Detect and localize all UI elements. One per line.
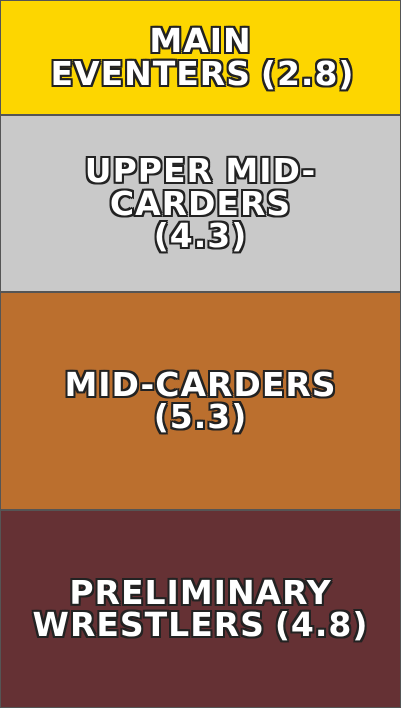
- series-name: UPPER MID-CARDERS: [84, 151, 317, 223]
- segment: PRELIMINARY WRESTLERS (4.8): [0, 510, 401, 708]
- segment: MAIN EVENTERS (2.8): [0, 0, 401, 116]
- value-label: (4.8): [274, 605, 369, 645]
- value-label: (2.8): [260, 53, 355, 93]
- segment-label: MID-CARDERS (5.3): [51, 368, 351, 437]
- segment-label: PRELIMINARY WRESTLERS (4.8): [8, 576, 393, 645]
- value-label: (5.3): [153, 397, 248, 437]
- series-name: MID-CARDERS: [64, 365, 337, 404]
- series-name: PRELIMINARY WRESTLERS: [32, 572, 332, 645]
- value-label: (4.3): [153, 215, 248, 255]
- segment: UPPER MID-CARDERS (4.3): [0, 115, 401, 293]
- segment-label: MAIN EVENTERS (2.8): [51, 24, 354, 90]
- segment: MID-CARDERS (5.3): [0, 292, 401, 511]
- segment-label: UPPER MID-CARDERS (4.3): [51, 154, 351, 255]
- series-name: MAIN EVENTERS: [50, 21, 252, 93]
